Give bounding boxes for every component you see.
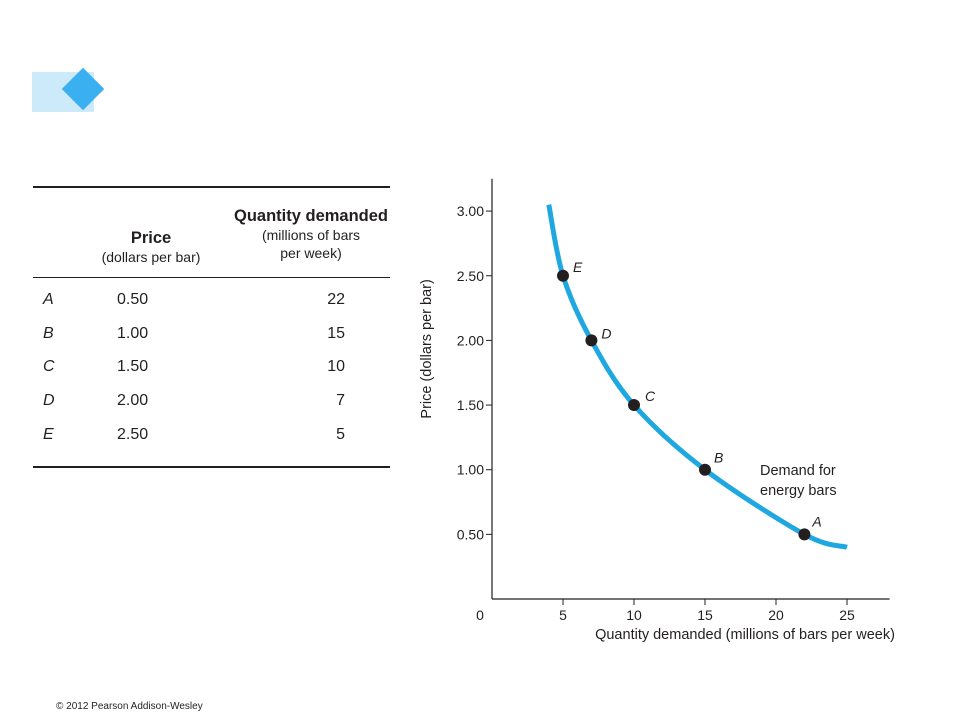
demand-schedule-table: Price (dollars per bar) Quantity demande… xyxy=(33,186,390,470)
row-quantity: 7 xyxy=(336,392,345,409)
y-axis-title: Price (dollars per bar) xyxy=(419,279,435,418)
row-price: 0.50 xyxy=(117,291,149,308)
table-bottom-rule xyxy=(33,466,390,468)
table-row: E 2.50 5 xyxy=(33,423,390,457)
quantity-column-header: Quantity demanded (millions of bars per … xyxy=(211,206,411,262)
point-label: B xyxy=(714,450,723,466)
point-label: E xyxy=(573,259,583,275)
x-tick-label: 25 xyxy=(839,607,855,623)
table-row: C 1.50 10 xyxy=(33,355,390,389)
data-point xyxy=(699,463,711,476)
table-row: A 0.50 22 xyxy=(33,288,390,322)
y-tick-label: 2.50 xyxy=(457,268,484,284)
table-row: D 2.00 7 xyxy=(33,389,390,423)
row-label: B xyxy=(43,325,54,342)
row-price: 2.00 xyxy=(117,392,149,409)
row-quantity: 22 xyxy=(327,291,345,308)
row-price: 2.50 xyxy=(117,426,149,443)
row-quantity: 15 xyxy=(327,325,345,342)
price-header-units: (dollars per bar) xyxy=(101,249,201,265)
quantity-header-units-2: per week) xyxy=(280,245,342,261)
y-tick-label: 2.00 xyxy=(457,332,484,348)
x-tick-label: 10 xyxy=(626,607,642,623)
data-point xyxy=(585,334,598,347)
y-tick-label: 0.50 xyxy=(457,526,484,542)
row-label: D xyxy=(43,392,55,409)
x-axis-title: Quantity demanded (millions of bars per … xyxy=(595,627,895,643)
quantity-header-units-1: (millions of bars xyxy=(261,227,361,243)
row-quantity: 5 xyxy=(336,426,345,443)
point-label: A xyxy=(811,513,821,529)
data-point xyxy=(798,528,811,541)
x-tick-label: 20 xyxy=(768,607,784,623)
data-point xyxy=(557,269,569,282)
row-label: E xyxy=(43,426,54,443)
curve-annotation-line-2: energy bars xyxy=(760,483,837,499)
copyright-notice: © 2012 Pearson Addison-Wesley xyxy=(56,701,203,712)
point-label: D xyxy=(601,325,611,341)
diamond-logo-icon xyxy=(32,67,105,112)
curve-annotation-line-1: Demand for xyxy=(760,463,836,479)
price-column-header: Price (dollars per bar) xyxy=(66,228,236,266)
y-tick-label: 1.00 xyxy=(457,462,484,478)
data-point xyxy=(628,399,640,412)
y-tick-label: 3.00 xyxy=(457,203,484,219)
quantity-header-label: Quantity demanded xyxy=(233,207,389,225)
price-header-label: Price xyxy=(130,229,172,247)
table-row: B 1.00 15 xyxy=(33,322,390,356)
table-top-rule xyxy=(33,186,390,188)
row-price: 1.50 xyxy=(117,358,149,375)
table-header-rule xyxy=(33,277,390,278)
point-label: C xyxy=(645,388,656,404)
x-tick-label: 5 xyxy=(559,607,567,623)
row-price: 1.00 xyxy=(117,325,149,342)
y-tick-label: 1.50 xyxy=(457,397,484,413)
x-tick-label: 15 xyxy=(697,607,713,623)
origin-label: 0 xyxy=(476,607,484,623)
row-label: C xyxy=(43,358,55,375)
row-quantity: 10 xyxy=(327,358,345,375)
row-label: A xyxy=(43,291,54,308)
